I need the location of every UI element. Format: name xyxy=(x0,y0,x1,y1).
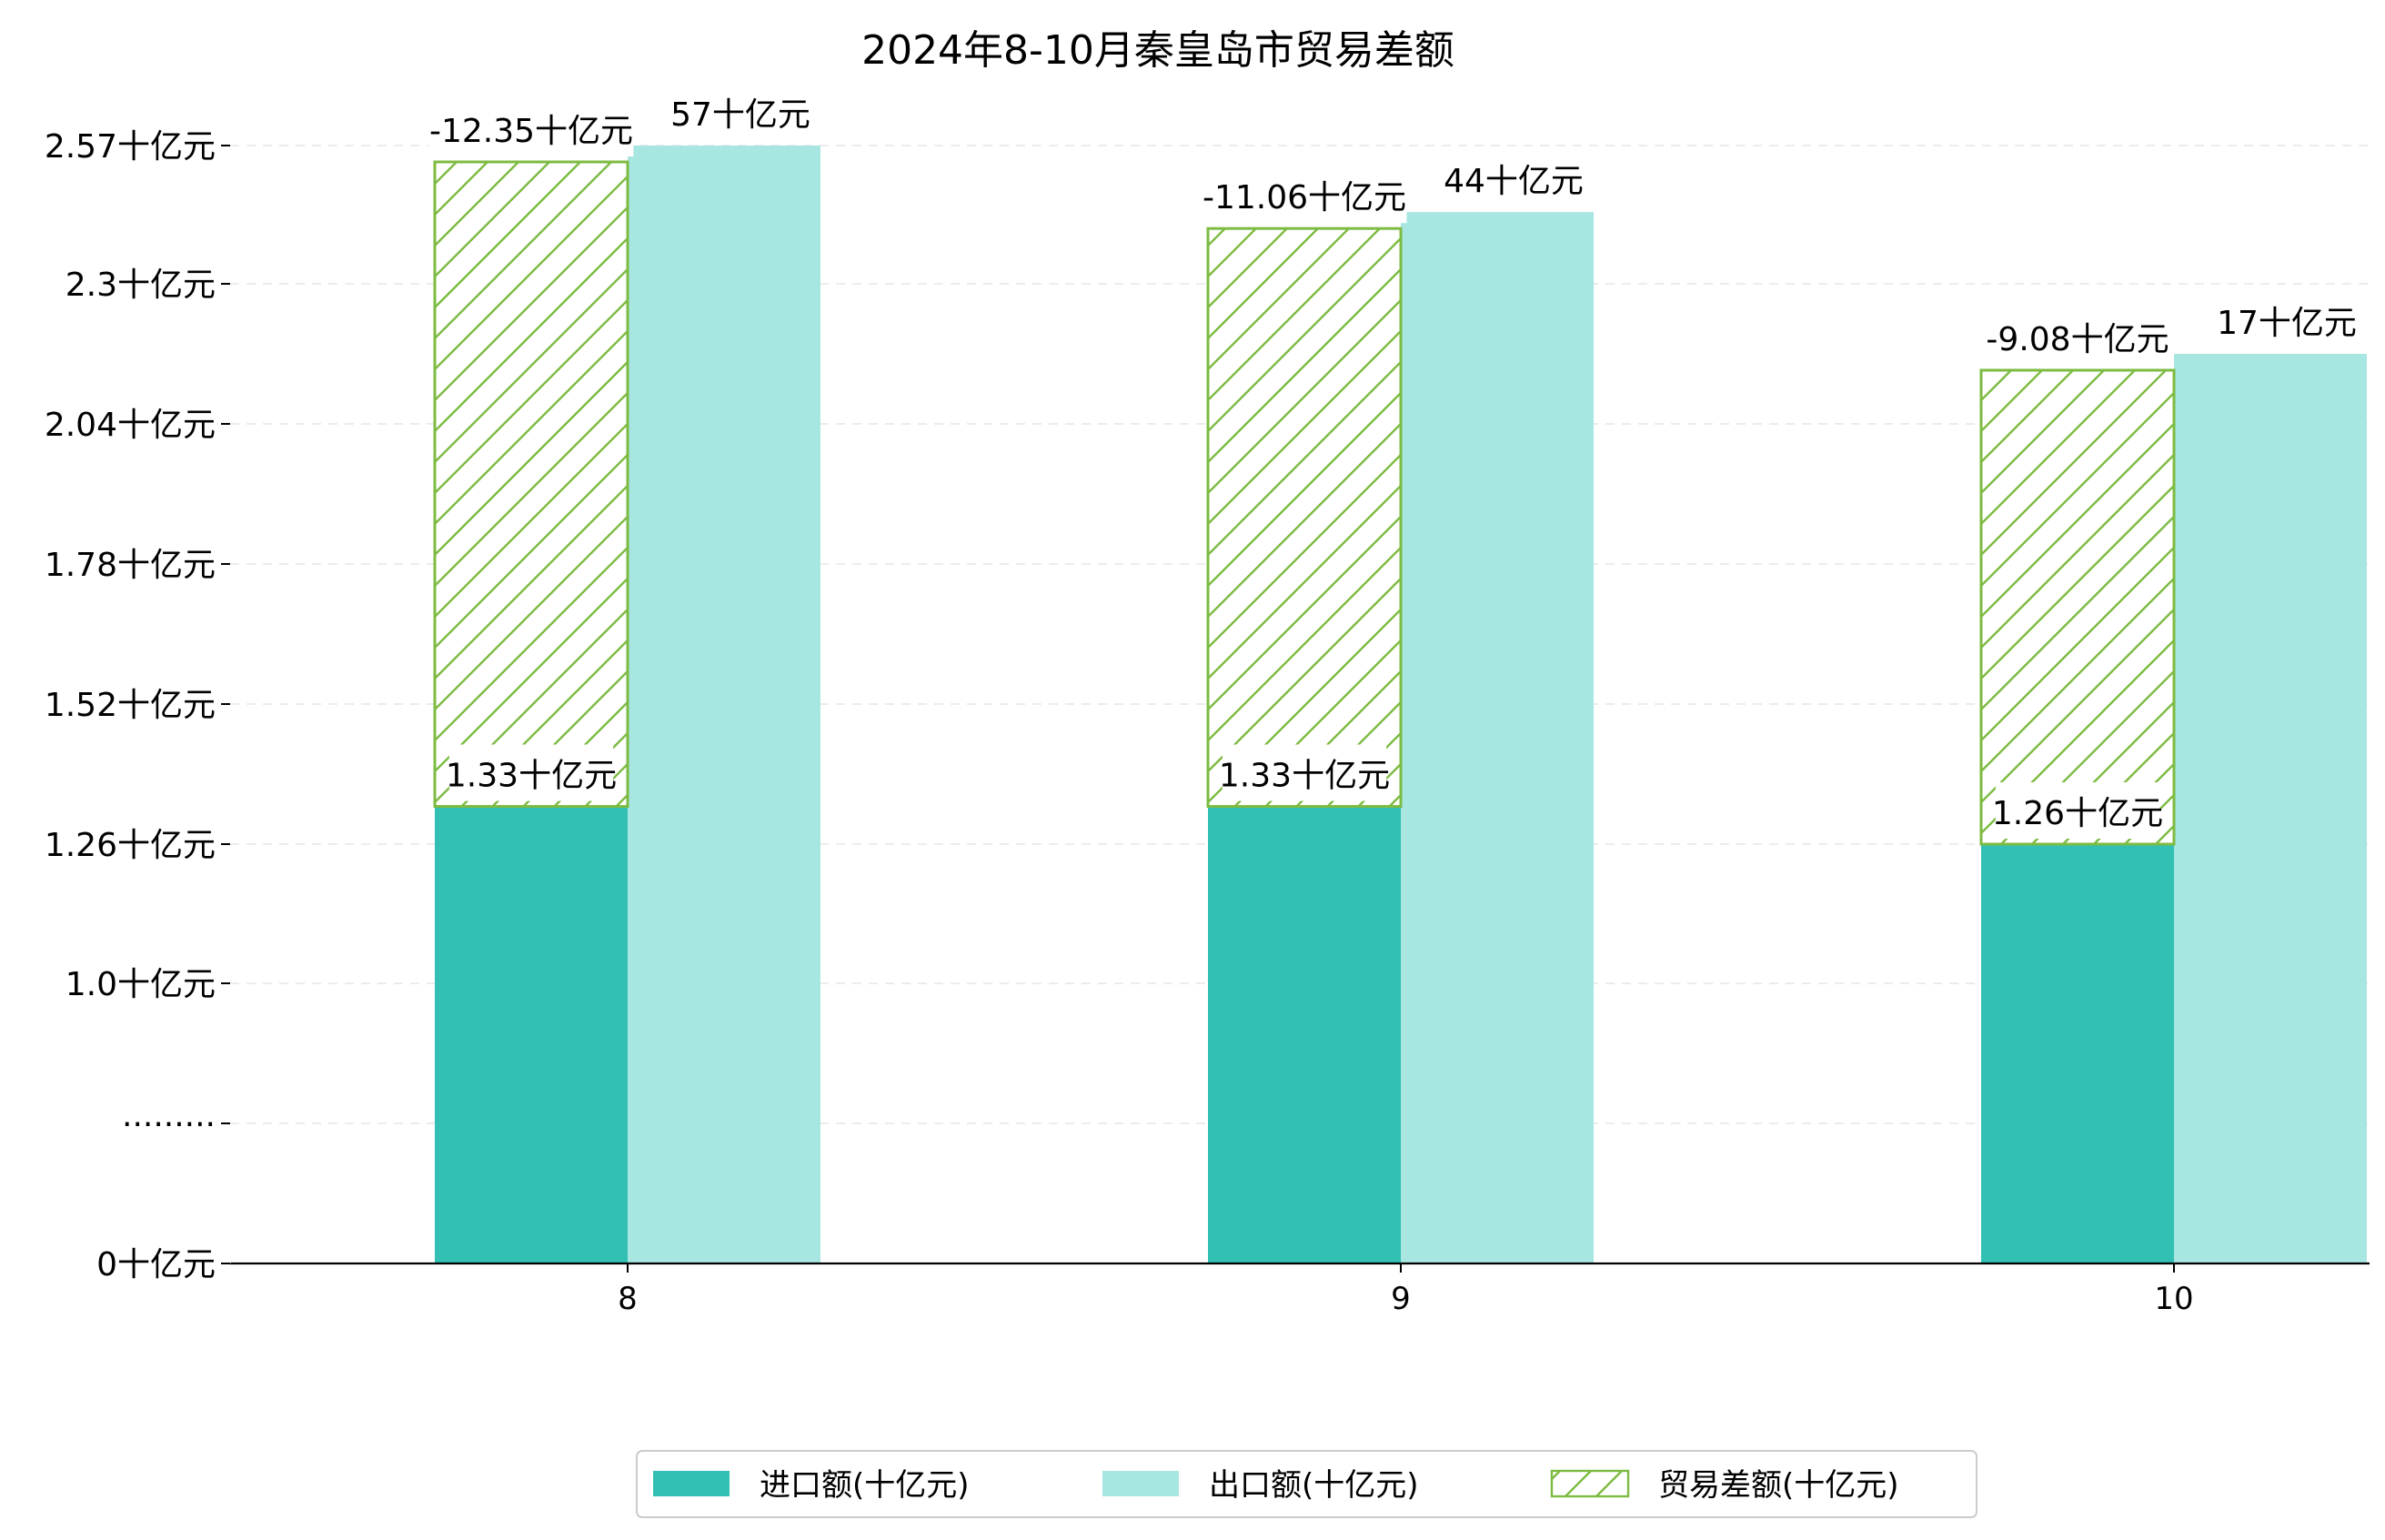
y-tick-label: ········· xyxy=(122,1106,216,1143)
x-tick-label: 10 xyxy=(2154,1281,2193,1317)
data-label-balance-bg xyxy=(428,100,634,156)
bar-import xyxy=(1981,844,2174,1263)
data-label-import: 1.33十亿元 xyxy=(1219,758,1390,795)
y-tick-label: 1.52十亿元 xyxy=(45,687,216,724)
y-tick-label: 1.0十亿元 xyxy=(65,966,216,1003)
ticks-layer: 0十亿元 ········· 1.0十亿元 1.26十亿元 1.52十亿元 1.78十亿元… xyxy=(45,128,2194,1317)
data-label-import-bg xyxy=(1222,744,1387,801)
legend-label-export: 出口额(十亿元) xyxy=(1209,1467,1419,1504)
data-label-export-bg xyxy=(679,84,802,140)
y-tick-label: 2.04十亿元 xyxy=(45,407,216,444)
data-label-import-bg xyxy=(448,744,614,801)
chart-title: 2024年8-10月秦皇岛市贸易差额 xyxy=(861,27,1454,74)
bar-balance xyxy=(433,160,629,809)
legend: 进口额(十亿元) 出口额(十亿元) 贸易差额(十亿元) xyxy=(636,1450,1977,1518)
legend-swatch-export xyxy=(1102,1471,1179,1496)
data-label-export: 17十亿元 xyxy=(2217,305,2357,342)
y-tick-label: 1.26十亿元 xyxy=(45,827,216,864)
bar-import xyxy=(1208,806,1401,1263)
bar-export xyxy=(628,146,820,1263)
data-label-export-bg xyxy=(1452,150,1575,207)
legend-label-balance: 贸易差额(十亿元) xyxy=(1658,1467,1899,1504)
data-label-import: 1.33十亿元 xyxy=(446,758,617,795)
bars-layer xyxy=(433,146,2367,1263)
bar-import xyxy=(435,806,628,1263)
bar-export xyxy=(2174,354,2367,1263)
y-tick-label: 2.3十亿元 xyxy=(65,267,216,304)
y-tick-label: 1.78十亿元 xyxy=(45,547,216,584)
legend-frame xyxy=(636,1450,1977,1518)
y-tick-label: 2.57十亿元 xyxy=(45,128,216,166)
data-label-balance: -9.08十亿元 xyxy=(1986,321,2169,358)
data-label-balance-bg xyxy=(1985,308,2170,365)
x-tick-label: 8 xyxy=(618,1281,638,1317)
bar-export xyxy=(1401,212,1594,1263)
data-label-import-bg xyxy=(1995,782,2160,839)
y-tick-label: 0十亿元 xyxy=(96,1246,216,1283)
data-label-balance-bg xyxy=(1202,166,1407,224)
data-label-export: 44十亿元 xyxy=(1444,163,1584,200)
labels-layer: 1.33十亿元 57十亿元 -12.35十亿元 1.33十亿元 44十亿元 -11.06十… xyxy=(428,84,2357,839)
x-tick-label: 9 xyxy=(1391,1281,1411,1317)
bar-balance xyxy=(1206,226,1403,809)
data-label-export: 57十亿元 xyxy=(670,96,810,134)
data-label-balance: -12.35十亿元 xyxy=(429,113,633,150)
data-label-balance: -11.06十亿元 xyxy=(1203,179,1406,216)
data-label-import: 1.26十亿元 xyxy=(1992,795,2163,832)
legend-swatch-import xyxy=(653,1471,730,1496)
legend-swatch-balance xyxy=(1550,1469,1630,1498)
data-label-export-bg xyxy=(2225,292,2349,348)
bar-balance xyxy=(1979,368,2176,846)
legend-label-import: 进口额(十亿元) xyxy=(760,1467,970,1504)
